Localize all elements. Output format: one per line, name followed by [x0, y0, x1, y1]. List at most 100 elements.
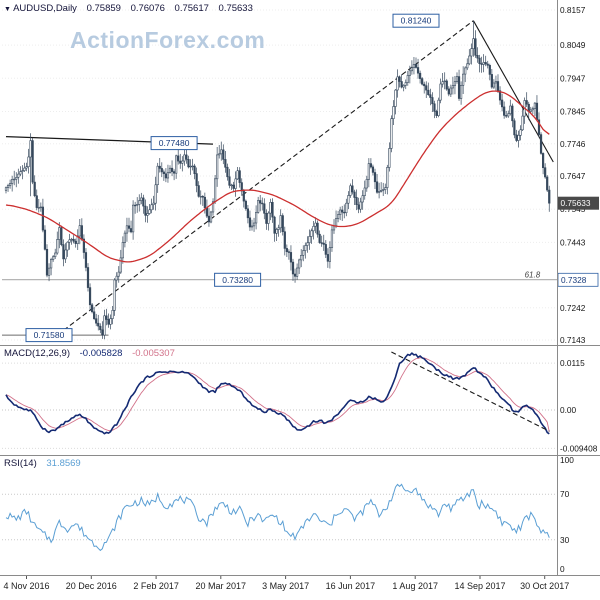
candle-body: [250, 225, 254, 228]
candle-body: [482, 62, 485, 65]
candle-body: [224, 159, 227, 168]
candle-body: [166, 172, 170, 179]
candle-body: [525, 100, 528, 105]
candle-body: [326, 254, 329, 262]
candle-body: [154, 184, 157, 204]
candle-body: [246, 208, 250, 219]
candle-body: [488, 65, 491, 75]
candle-body: [306, 242, 309, 246]
candle-body: [412, 64, 416, 68]
candle-body: [400, 81, 403, 88]
candle-body: [242, 190, 245, 202]
date-label: 4 Nov 2016: [3, 581, 49, 591]
candle-body: [287, 251, 291, 253]
candle-body: [230, 184, 233, 187]
candle-body: [107, 319, 110, 325]
candle-body: [123, 232, 126, 243]
level-box[interactable]: [150, 136, 198, 151]
candle-body: [15, 177, 18, 180]
candle-body: [193, 165, 196, 174]
candle-body: [304, 245, 307, 251]
candle-body: [433, 103, 436, 112]
candle-body: [9, 183, 12, 186]
level-box-label: 0.81240: [401, 16, 432, 26]
candle-body: [88, 287, 92, 306]
moving-average-line[interactable]: [5, 90, 550, 263]
candle-body: [478, 57, 481, 64]
candle-body: [500, 99, 504, 108]
price-label-boxes[interactable]: 0.81240 0.77480 0.73280 0.71580 61.8: [25, 13, 541, 343]
candle-body: [160, 168, 163, 173]
candle-body: [375, 181, 379, 193]
candle-body: [35, 195, 38, 208]
price-axis-label: 0.7647: [560, 171, 586, 181]
candle-body: [541, 153, 545, 168]
current-price-box: [558, 196, 599, 210]
candle-body: [285, 248, 288, 252]
candle-body: [138, 200, 141, 205]
candle-body: [423, 83, 426, 87]
candle-body: [431, 97, 434, 105]
macd-trendline-dashed[interactable]: [391, 351, 550, 432]
level-box[interactable]: [25, 328, 73, 343]
candle-body: [228, 176, 231, 186]
macd-line[interactable]: [5, 352, 550, 435]
candle-body: [505, 115, 508, 117]
candle-body: [459, 85, 463, 99]
current-price-label: 0.75633: [561, 198, 591, 208]
candle-body: [27, 156, 30, 167]
candle-body: [544, 167, 547, 178]
candle-body: [490, 74, 493, 88]
candle-body: [148, 209, 151, 214]
candle-body: [205, 207, 209, 217]
candle-body: [113, 279, 116, 311]
rsi-line[interactable]: [5, 483, 550, 552]
rsi-axis-label: 70: [560, 489, 570, 499]
price-axis[interactable]: 0.8157 0.8049 0.7947 0.7845 0.7746 0.7647 0.75…: [557, 5, 599, 345]
candle-body: [377, 191, 381, 193]
price-axis-label: 0.7746: [560, 139, 586, 149]
candle-body: [252, 222, 256, 227]
candlestick-series[interactable]: [4, 20, 551, 340]
candle-body: [425, 85, 428, 91]
candle-body: [293, 273, 297, 277]
price-trendline-dashed[interactable]: [56, 20, 474, 336]
macd-axis-label: -0.009408: [560, 443, 598, 453]
date-axis[interactable]: 4 Nov 2016 20 Dec 2016 2 Feb 2017 20 Mar 20…: [3, 576, 569, 591]
candle-body: [185, 154, 188, 160]
macd-signal-line[interactable]: [5, 357, 550, 432]
candle-body: [19, 171, 22, 175]
level-box-label: 0.71580: [34, 330, 65, 340]
candle-body: [466, 63, 469, 69]
macd-panel[interactable]: 0.0115 0.00 -0.009408: [2, 351, 598, 453]
price-level-lines[interactable]: [2, 136, 557, 336]
candle-body: [236, 170, 239, 180]
candle-body: [23, 167, 26, 171]
candle-body: [261, 202, 264, 205]
candle-body: [486, 63, 489, 66]
candle-body: [84, 252, 88, 268]
candle-body: [314, 222, 317, 227]
level-box[interactable]: [392, 13, 440, 28]
price-trendlines[interactable]: [56, 20, 554, 336]
date-label: 14 Sep 2017: [454, 581, 505, 591]
candle-body: [462, 73, 465, 86]
rsi-panel[interactable]: 100 70 30 0: [2, 455, 574, 574]
candle-body: [470, 48, 473, 57]
candle-body: [402, 85, 405, 88]
candle-body: [140, 197, 143, 201]
candle-body: [203, 196, 206, 209]
level-box[interactable]: [214, 272, 262, 287]
candle-body: [363, 187, 366, 196]
candle-body: [414, 64, 418, 68]
ma-line[interactable]: [5, 90, 550, 263]
candle-body: [439, 83, 442, 101]
candle-body: [279, 215, 282, 229]
candle-body: [316, 222, 319, 235]
candle-body: [105, 315, 108, 320]
candle-body: [382, 189, 385, 191]
candle-body: [455, 76, 459, 82]
candle-body: [480, 63, 483, 65]
